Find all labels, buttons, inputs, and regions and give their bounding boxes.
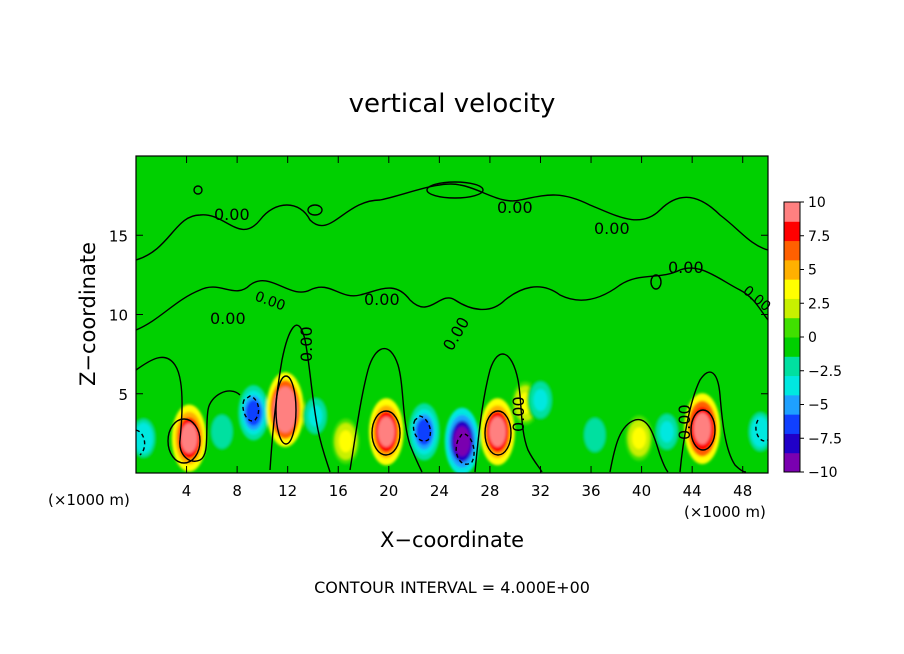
colorbar-swatch — [784, 452, 800, 473]
velocity-cell — [632, 427, 647, 450]
contour-line — [193, 185, 203, 195]
velocity-cell — [588, 424, 602, 446]
velocity-cell — [276, 393, 295, 427]
colorbar-swatch — [784, 433, 800, 454]
contour-label: 0.00 — [297, 326, 316, 362]
contour-line — [650, 274, 662, 290]
x-tick-label: 40 — [632, 482, 651, 500]
contour-line — [755, 419, 768, 442]
contour-lines — [136, 181, 768, 473]
contour-label: 0.00 — [509, 396, 528, 432]
contour-line — [167, 418, 201, 464]
x-tick-label: 44 — [683, 482, 702, 500]
colorbar-swatch — [784, 259, 800, 280]
y-tick-label: 15 — [109, 227, 128, 245]
contour-label: 0.00 — [675, 404, 694, 440]
contour-label: 0.00 — [594, 219, 630, 238]
colorbar-tick-label: 7.5 — [808, 229, 830, 245]
colorbar-tick-label: −2.5 — [808, 364, 842, 380]
contour-line — [307, 204, 323, 216]
contour-line — [474, 353, 543, 473]
colorbar-swatch — [784, 337, 800, 357]
velocity-cell — [338, 430, 353, 453]
contour-labels: 0.00 0.00 0.00 0.00 0.00 0.00 0.00 0.00 … — [210, 198, 774, 440]
velocity-cell — [416, 418, 432, 445]
x-tick-label: 32 — [531, 482, 550, 500]
contour-line — [609, 419, 669, 473]
y-tick-label: 5 — [118, 386, 128, 404]
velocity-cell — [693, 412, 711, 445]
contour-line — [349, 347, 423, 473]
contour-line — [679, 371, 747, 473]
contour-label: 0.00 — [210, 309, 246, 328]
contour-line — [690, 409, 716, 451]
y-tick-label: 10 — [109, 307, 128, 325]
velocity-cell — [245, 399, 262, 426]
contour-line — [242, 395, 260, 422]
colorbar-tick-label: −7.5 — [808, 431, 842, 447]
velocity-cell — [660, 421, 674, 443]
contour-line — [136, 267, 768, 331]
contour-line — [455, 433, 475, 465]
contour-line — [275, 375, 297, 445]
x-axis-label: X−coordinate — [380, 528, 524, 552]
colorbar-swatch — [784, 394, 800, 415]
colorbar-swatch — [784, 202, 800, 222]
colorbar-tick-label: 2.5 — [808, 296, 830, 312]
colorbar-swatch — [784, 240, 800, 261]
colorbar-swatch — [784, 279, 800, 299]
velocity-cell — [489, 416, 506, 447]
colorbar-swatch — [784, 356, 800, 377]
velocity-cell — [453, 426, 471, 457]
colorbar-swatch — [784, 317, 800, 338]
x-tick-label: 8 — [232, 482, 242, 500]
colorbar-swatch — [784, 414, 800, 434]
colorbar-swatch — [784, 298, 800, 319]
y-axis: 5 10 15 — [109, 227, 768, 404]
x-tick-label: 20 — [379, 482, 398, 500]
contour-label: 0.00 — [214, 205, 250, 224]
velocity-cell — [215, 421, 229, 443]
contour-label: 0.00 — [668, 258, 704, 277]
velocity-cell — [533, 389, 548, 412]
contour-line — [136, 429, 146, 456]
contour-line — [136, 183, 768, 261]
contour-line — [426, 181, 484, 199]
colorbar-tick-label: 0 — [808, 330, 817, 346]
colorbar-tick-label: −10 — [808, 465, 838, 481]
contour-line — [371, 410, 401, 456]
colorbar-swatch — [784, 375, 800, 396]
colorbar-swatch — [784, 221, 800, 242]
colorbar-tick-label: 5 — [808, 263, 817, 279]
colorbar: 10 7.5 5 2.5 0 −2.5 −5 −7.5 −10 — [783, 195, 842, 481]
velocity-cell — [753, 420, 768, 444]
contour-line — [484, 410, 512, 456]
x-tick-label: 4 — [182, 482, 192, 500]
x-tick-label: 48 — [733, 482, 752, 500]
x-axis: 4 8 12 16 20 24 28 32 36 40 44 48 — [182, 156, 752, 500]
x-tick-label: 16 — [329, 482, 348, 500]
contour-line — [136, 356, 241, 462]
contour-interval-footer: CONTOUR INTERVAL = 4.000E+00 — [314, 578, 590, 597]
x-tick-label: 12 — [278, 482, 297, 500]
velocity-cell — [136, 426, 151, 450]
colorbar-tick-label: −5 — [808, 398, 829, 414]
x-tick-label: 36 — [581, 482, 600, 500]
plot-area: 0.00 0.00 0.00 0.00 0.00 0.00 0.00 0.00 … — [135, 155, 774, 474]
chart-title: vertical velocity — [349, 89, 556, 119]
x-tick-label: 24 — [430, 482, 449, 500]
y-axis-label: Z−coordinate — [76, 242, 100, 386]
x-tick-label: 28 — [480, 482, 499, 500]
velocity-cell — [377, 416, 395, 447]
velocity-cell — [180, 423, 198, 454]
contour-line — [412, 415, 432, 442]
contour-label: 0.00 — [497, 198, 533, 217]
colorbar-tick-label: 10 — [808, 195, 826, 211]
x-unit-right: (×1000 m) — [684, 503, 766, 521]
x-unit-left: (×1000 m) — [48, 491, 130, 509]
contour-label: 0.00 — [364, 290, 400, 309]
